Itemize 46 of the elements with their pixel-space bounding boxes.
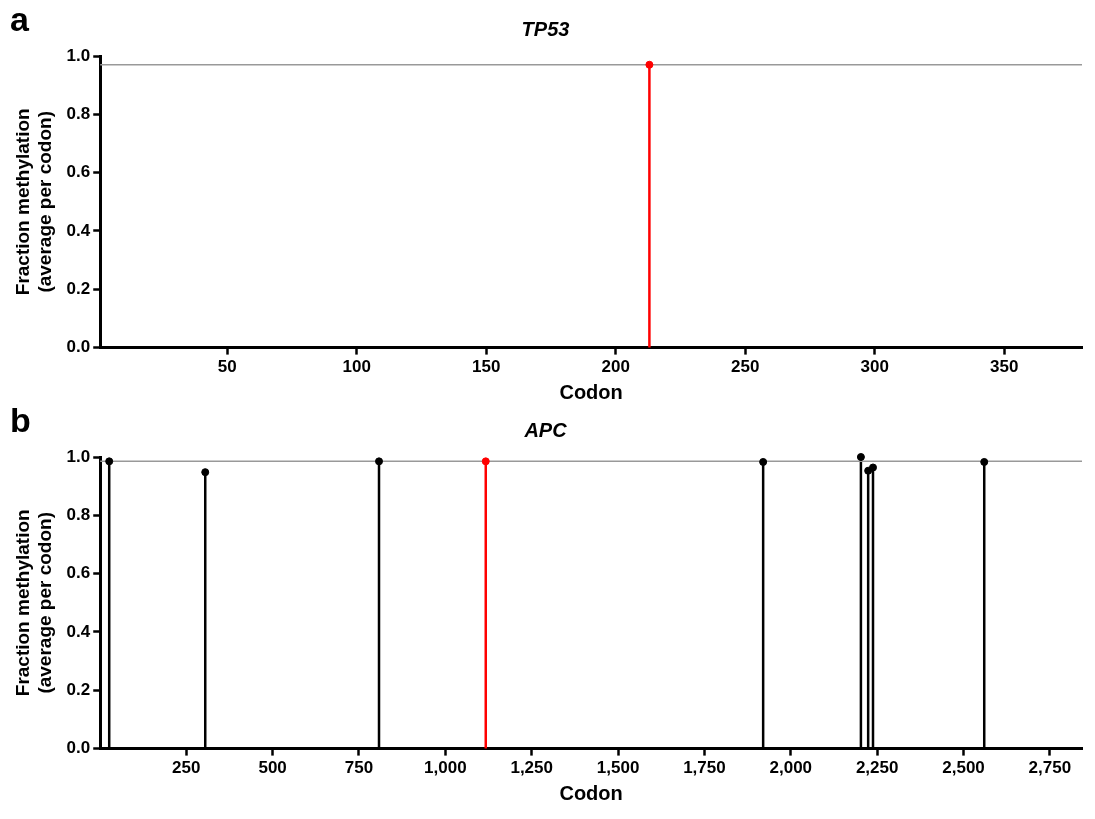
y-axis-title: Fraction methylation (average per codon) [11, 509, 56, 697]
x-tick-label: 2,500 [942, 758, 985, 778]
point [375, 457, 384, 466]
x-tick-label: 50 [217, 357, 237, 377]
point [869, 463, 877, 472]
point [759, 457, 768, 466]
x-tick-label: 750 [344, 758, 374, 778]
x-tick-label: 350 [990, 357, 1019, 377]
y-tick-label: 1.0 [66, 45, 91, 65]
y-tick-label: 1.0 [66, 446, 91, 466]
x-tick-label: 2,250 [855, 758, 899, 778]
x-axis-title: Codon [559, 781, 623, 804]
x-tick-label: 300 [860, 357, 889, 377]
text: b [10, 401, 31, 440]
y-tick-label: 0.8 [66, 104, 91, 124]
x-tick-label: 1,500 [596, 758, 640, 778]
y-tick-label: 0.6 [66, 162, 91, 182]
chart-title: APC [523, 418, 568, 441]
point [980, 457, 989, 466]
y-tick-label: 0.4 [66, 621, 91, 641]
x-tick-label: 2,000 [769, 758, 813, 778]
x-axis-title: Codon [559, 380, 623, 403]
x-tick-label: 150 [472, 357, 501, 377]
x-tick-label: 100 [342, 357, 371, 377]
y-tick-label: 0.2 [66, 679, 91, 699]
y-tick-label: 0.6 [66, 563, 91, 583]
point [856, 453, 865, 461]
x-tick-label: 200 [601, 357, 630, 377]
x-tick-label: 2,750 [1028, 758, 1072, 778]
point [105, 457, 114, 466]
y-tick-label: 0.4 [66, 220, 91, 240]
x-tick-label: 500 [258, 758, 287, 778]
point [201, 468, 210, 477]
point [481, 457, 490, 466]
text: a [10, 0, 29, 39]
chart-title: TP53 [521, 17, 570, 40]
x-tick-label: 250 [172, 758, 201, 778]
y-tick-label: 0.0 [66, 738, 91, 758]
x-tick-label: 1,250 [510, 758, 553, 778]
x-tick-label: 1,750 [683, 758, 726, 778]
x-tick-label: 250 [731, 357, 760, 377]
y-axis-title: Fraction methylation (average per codon) [11, 108, 56, 296]
x-tick-label: 1,000 [424, 758, 467, 778]
y-tick-label: 0.8 [66, 505, 91, 525]
y-tick-label: 0.0 [66, 337, 91, 357]
y-tick-label: 0.2 [66, 278, 91, 298]
